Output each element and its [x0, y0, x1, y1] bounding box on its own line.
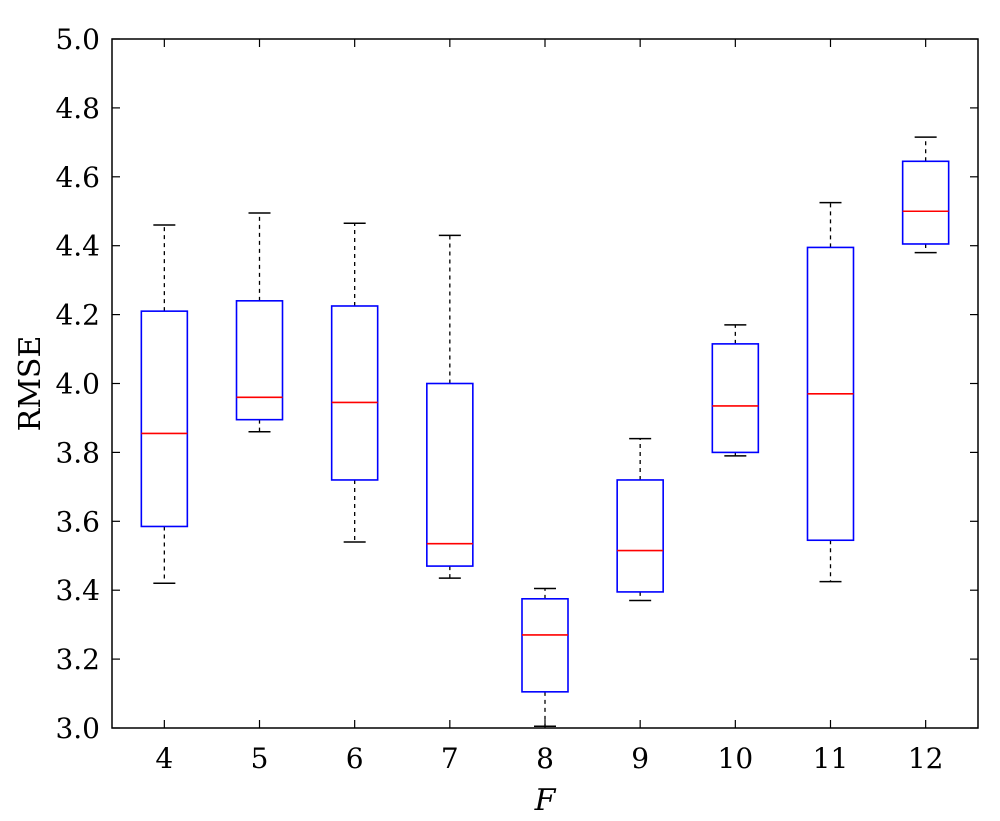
x-axis-title: F — [534, 783, 557, 818]
y-axis-ticks: 3.0 3.2 3.4 3.6 3.8 4.0 4.2 4.4 4.6 4.8 5.0 — [55, 23, 978, 745]
y-tick-label: 4.6 — [55, 161, 100, 194]
iqr-box — [616, 479, 664, 593]
box-12 — [901, 136, 950, 254]
x-tick-label: 4 — [155, 742, 173, 775]
x-tick-label: 10 — [718, 742, 754, 775]
box-10 — [711, 324, 760, 457]
x-tick-label: 12 — [908, 742, 944, 775]
x-tick-label: 5 — [251, 742, 269, 775]
box-series — [140, 136, 950, 728]
y-tick-label: 5.0 — [55, 23, 100, 56]
y-tick-label: 3.8 — [55, 436, 100, 469]
box-11 — [806, 201, 855, 583]
iqr-box — [330, 305, 379, 481]
y-tick-label: 3.0 — [55, 712, 100, 745]
x-tick-label: 7 — [441, 742, 459, 775]
y-tick-label: 3.6 — [55, 505, 100, 538]
y-tick-label: 4.0 — [55, 368, 100, 401]
iqr-box — [235, 300, 284, 421]
plot-area-frame — [111, 38, 979, 729]
box-6 — [330, 222, 379, 543]
box-7 — [426, 234, 474, 579]
iqr-box — [521, 598, 569, 693]
x-tick-label: 6 — [346, 742, 364, 775]
box-8 — [521, 587, 569, 728]
y-tick-label: 4.2 — [55, 299, 100, 332]
y-tick-label: 4.8 — [55, 92, 100, 125]
iqr-box — [426, 382, 474, 567]
box-9 — [616, 437, 664, 602]
iqr-box — [711, 343, 760, 454]
y-tick-label: 3.4 — [55, 574, 100, 607]
iqr-box — [140, 310, 189, 528]
box-4 — [140, 224, 189, 585]
y-tick-label: 3.2 — [55, 643, 100, 676]
y-tick-label: 4.4 — [55, 230, 100, 263]
y-axis-title: RMSE — [13, 336, 48, 432]
x-tick-label: 11 — [813, 742, 849, 775]
x-axis-ticks: 4 5 6 7 8 9 10 11 12 — [155, 39, 943, 775]
iqr-box — [901, 160, 950, 245]
x-tick-label: 8 — [536, 742, 554, 775]
x-tick-label: 9 — [631, 742, 649, 775]
box-5 — [235, 212, 284, 433]
